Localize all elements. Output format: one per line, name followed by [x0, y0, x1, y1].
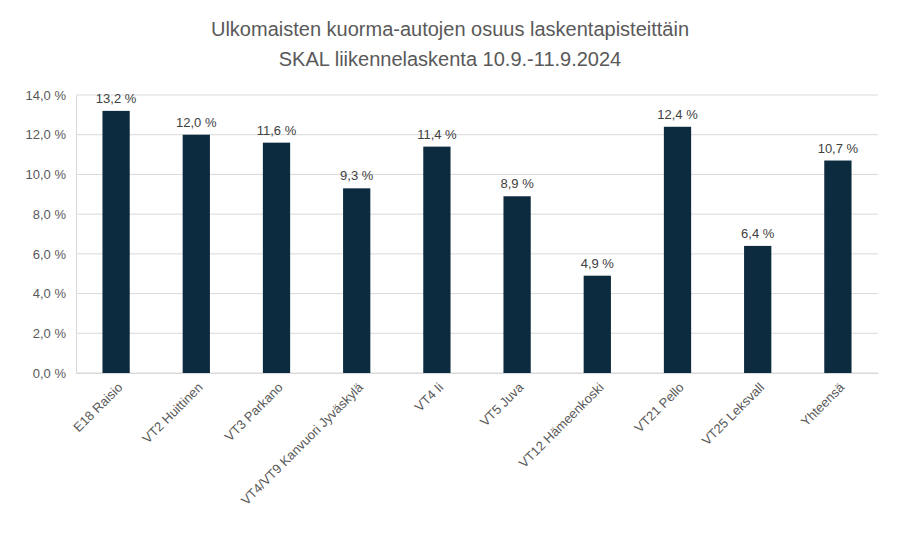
data-label: 12,4 %	[657, 107, 698, 122]
y-tick: 12,0 %	[26, 127, 76, 142]
x-tick-label: VT21 Pello	[631, 380, 687, 436]
bar	[664, 127, 691, 373]
data-label: 9,3 %	[340, 168, 374, 183]
bar	[183, 135, 210, 373]
x-tick-label: Yhteensä	[798, 379, 848, 429]
x-tick: VT25 Leksvall	[699, 373, 767, 448]
x-tick: VT4 Ii	[412, 373, 447, 414]
data-label: 8,9 %	[500, 176, 534, 191]
background	[0, 0, 900, 557]
y-axis: 0,0 % 2,0 % 4,0 % 6,0 % 8,0 % 10,0 % 12,0 % 14,…	[26, 88, 77, 381]
y-tick: 8,0 %	[33, 207, 76, 222]
y-tick: 0,0 %	[33, 366, 76, 381]
x-tick: VT3 Parkano	[222, 373, 286, 444]
bar	[824, 161, 851, 373]
y-tick-label: 0,0 %	[33, 366, 67, 381]
x-tick: VT2 Huittinen	[139, 373, 205, 446]
data-label: 12,0 %	[176, 115, 217, 130]
data-label: 11,6 %	[257, 123, 297, 138]
x-tick: VT5 Juva	[477, 373, 527, 429]
data-label: 10,7 %	[818, 141, 859, 156]
x-tick-label: VT12 Hämeenkoski	[516, 380, 607, 471]
x-axis: E18 Raisio VT2 Huittinen VT3 ParkanoVT4/VT…	[70, 373, 878, 508]
data-label: 13,2 %	[96, 91, 137, 106]
x-tick-label: VT25 Leksvall	[699, 380, 767, 448]
x-tick-label: VT4/VT9 Kanvuori Jyväskylä	[238, 379, 367, 508]
grid	[76, 95, 878, 373]
x-tick: VT4/VT9 Kanvuori Jyväskylä	[238, 373, 367, 508]
y-tick-label: 8,0 %	[33, 207, 67, 222]
x-tick: Yhteensä	[798, 373, 848, 429]
bar	[343, 188, 370, 373]
y-tick-label: 4,0 %	[33, 286, 67, 301]
y-tick-label: 6,0 %	[33, 247, 67, 262]
bar	[744, 246, 771, 373]
y-tick-label: 12,0 %	[26, 127, 67, 142]
subtitle: SKAL liikennelaskenta 10.9.-11.9.2024	[279, 48, 621, 70]
bar	[102, 111, 129, 373]
plot: 0,0 % 2,0 % 4,0 % 6,0 % 8,0 % 10,0 % 12,0 % 14,…	[26, 88, 879, 508]
bar	[503, 196, 530, 373]
y-tick: 4,0 %	[33, 286, 76, 301]
y-tick: 6,0 %	[33, 247, 76, 262]
bar	[263, 143, 290, 373]
bar	[423, 147, 450, 373]
y-tick: 14,0 %	[26, 88, 76, 103]
data-label: 11,4 %	[417, 127, 457, 142]
title: Ulkomaisten kuorma-autojen osuus laskent…	[211, 18, 689, 40]
x-tick-label: VT5 Juva	[477, 379, 527, 429]
x-axis-line	[77, 373, 879, 374]
y-tick-label: 2,0 %	[33, 326, 67, 341]
y-axis-line	[76, 96, 77, 374]
grid-line	[76, 95, 878, 96]
x-tick: VT21 Pello	[631, 373, 687, 435]
bars	[102, 111, 851, 373]
x-tick-label: VT3 Parkano	[222, 380, 286, 444]
y-tick: 10,0 %	[26, 167, 76, 182]
chart: Ulkomaisten kuorma-autojen osuus laskent…	[0, 0, 900, 557]
x-tick-label: VT4 Ii	[412, 380, 447, 415]
data-label: 6,4 %	[741, 226, 775, 241]
x-tick: E18 Raisio	[70, 373, 125, 435]
y-tick-label: 14,0 %	[26, 88, 67, 103]
y-tick-label: 10,0 %	[26, 167, 67, 182]
x-tick-label: E18 Raisio	[70, 380, 125, 435]
data-labels: 13,2 % 12,0 % 11,6 % 9,3 % 11,4 % 8,9 % 4,9 % 1…	[96, 91, 859, 271]
data-label: 4,9 %	[581, 256, 615, 271]
y-tick: 2,0 %	[33, 326, 76, 341]
x-tick: VT12 Hämeenkoski	[516, 373, 607, 471]
x-tick-label: VT2 Huittinen	[139, 380, 205, 446]
bar	[584, 276, 611, 373]
